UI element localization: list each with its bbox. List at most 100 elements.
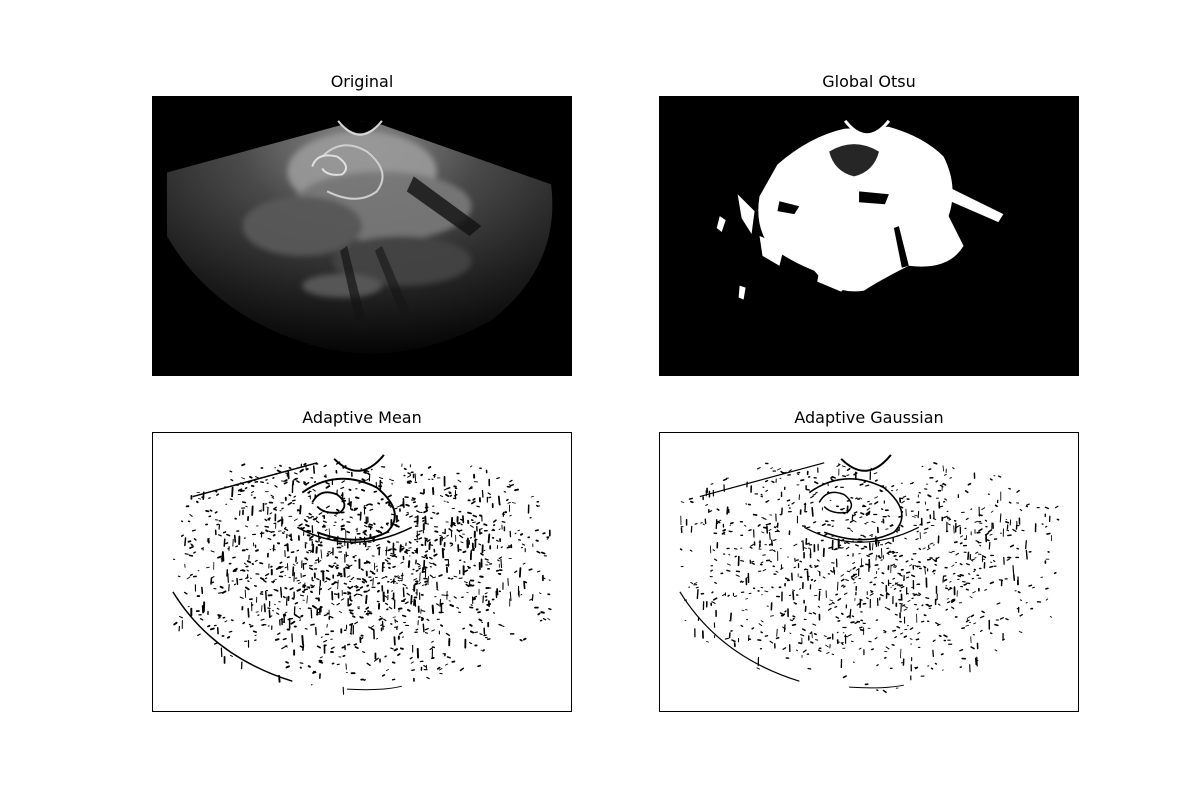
speckle-mark [917,631,921,635]
speckle-mark [887,550,891,554]
speckle-mark [351,576,355,580]
speckle-mark [226,533,231,537]
speckle-mark [390,513,395,516]
speckle-mark [879,594,884,597]
speckle-mark [299,527,303,530]
speckle-mark [370,627,375,631]
speckle-mark [219,585,224,589]
speckle-mark [734,555,737,558]
speckle-mark [247,480,253,484]
speckle-mark [341,518,344,521]
speckle-mark [387,540,391,544]
speckle-mark [335,461,341,465]
speckle-mark [837,463,841,466]
speckle-mark [750,560,755,563]
speckle-mark [846,509,849,512]
speckle-mark [955,552,959,556]
speckle-mark [885,646,890,650]
speckle-mark [813,579,817,582]
speckle-mark [814,481,819,485]
speckle-mark [402,583,407,587]
speckle-mark [815,491,818,494]
speckle-mark [951,606,955,610]
speckle-mark [307,665,311,668]
speckle-mark [285,661,289,664]
speckle-mark [846,570,851,573]
speckle-mark [760,586,764,589]
speckle-mark [488,496,492,499]
otsu-thresholded-image [660,97,1078,375]
speckle-mark [511,502,516,504]
speckle-mark [277,519,282,523]
speckle-mark [816,559,820,562]
speckle-mark [338,610,343,614]
speckle-mark [769,640,774,644]
speckle-mark [968,573,971,575]
speckle-mark [259,562,264,565]
speckle-mark [722,478,728,482]
speckle-mark [193,538,197,541]
speckle-mark [289,587,294,591]
speckle-mark [420,616,424,620]
speckle-mark [1006,529,1010,532]
speckle-mark [346,530,351,534]
speckle-mark [519,533,524,536]
speckle-mark [265,529,269,533]
speckle-mark [293,572,296,582]
speckle-mark [947,523,951,526]
speckle-mark [739,580,743,583]
speckle-mark [887,541,892,545]
speckle-mark [850,574,856,578]
speckle-mark [809,566,813,568]
speckle-mark [418,530,423,533]
speckle-mark [892,551,896,554]
speckle-mark [399,647,404,650]
speckle-mark [311,605,317,609]
speckle-mark [405,513,410,516]
speckle-mark [191,529,196,532]
speckle-mark [414,551,418,554]
speckle-mark [438,668,443,671]
speckle-mark [193,551,196,554]
speckle-mark [188,554,194,557]
speckle-mark [439,534,443,537]
speckle-mark [389,505,393,508]
speckle-mark [822,482,825,485]
speckle-mark [770,467,773,470]
speckle-mark [409,656,413,660]
speckle-mark [183,591,188,595]
speckle-mark [184,537,187,547]
speckle-mark [959,563,963,566]
speckle-mark [227,547,230,550]
speckle-mark [241,463,246,467]
speckle-mark [318,660,324,664]
speckle-mark [362,651,366,654]
speckle-mark [733,595,738,598]
speckle-mark [518,567,522,578]
speckle-mark [383,594,388,598]
speckle-mark [389,554,394,558]
speckle-mark [892,577,896,580]
speckle-mark [932,639,936,642]
speckle-mark [446,534,449,537]
speckle-mark [913,593,918,597]
image-global-otsu [659,96,1079,376]
speckle-mark [943,578,948,582]
panel-global-otsu: Global Otsu [659,72,1079,376]
speckle-mark [841,584,844,587]
speckle-mark [900,524,904,528]
speckle-mark [826,651,830,654]
speckle-mark [985,538,990,542]
speckle-mark [509,591,512,602]
panel-title-original: Original [330,72,394,91]
speckle-mark [851,615,855,618]
speckle-mark [311,543,315,546]
speckle-mark [758,623,763,627]
speckle-mark [530,495,535,498]
speckle-mark [214,511,218,514]
speckle-mark [296,480,300,483]
speckle-mark [470,525,474,528]
speckle-mark [999,617,1004,620]
speckle-mark [480,552,484,556]
speckle-mark [694,522,698,525]
